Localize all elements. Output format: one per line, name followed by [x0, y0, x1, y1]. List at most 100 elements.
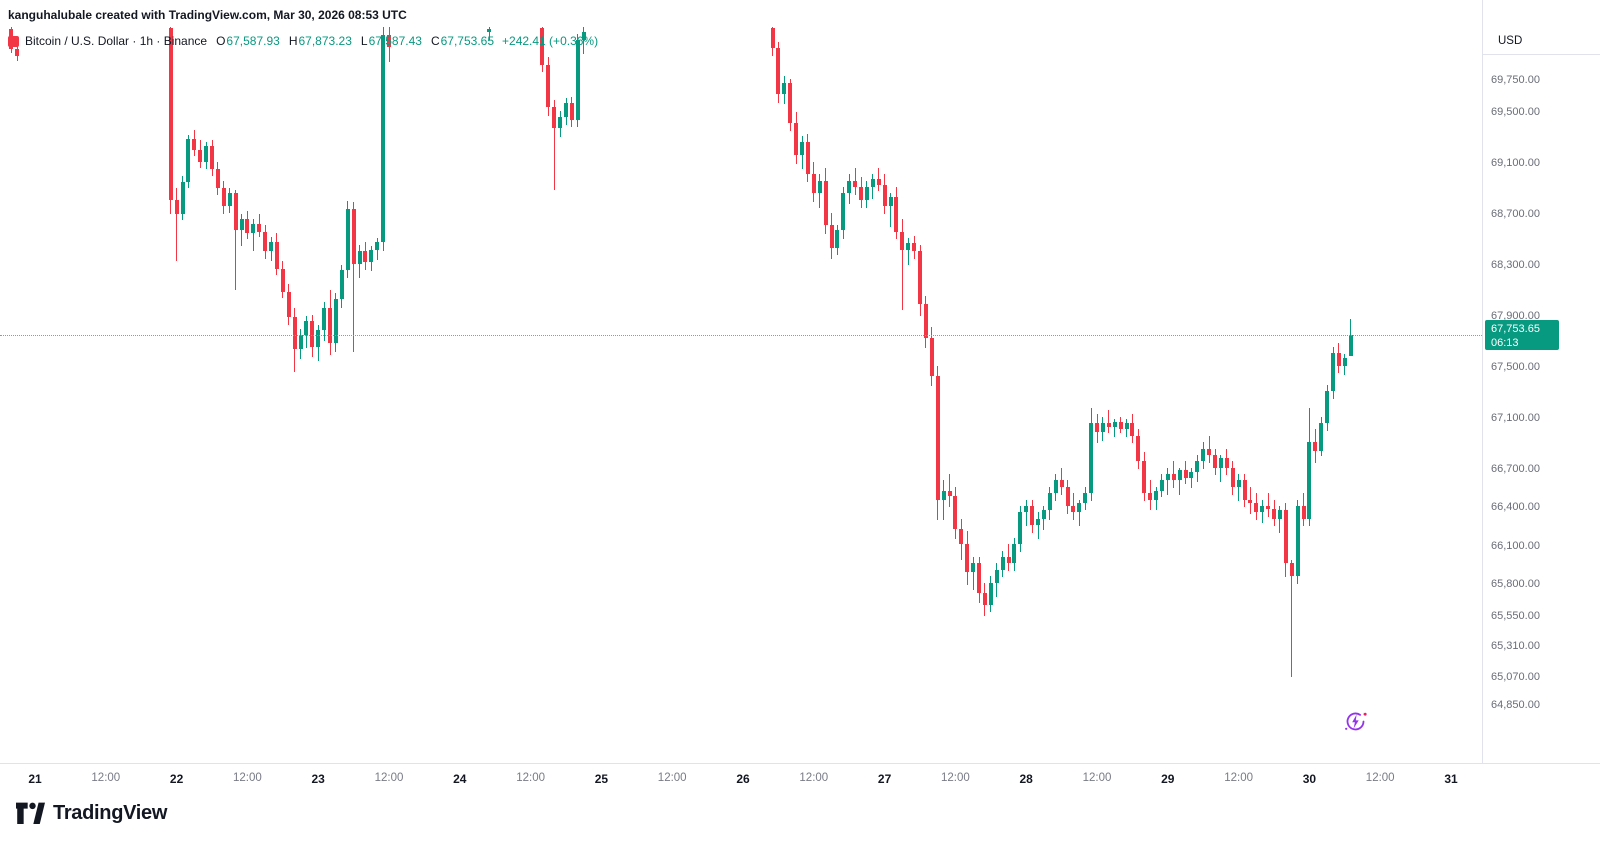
- candle-body: [316, 329, 321, 347]
- candle-body: [782, 82, 787, 94]
- ohlc-low-value: 67,587.43: [368, 34, 422, 48]
- candle-body: [959, 528, 964, 545]
- last-price-tag: 67,753.65 06:13: [1485, 319, 1559, 350]
- candle-wick: [176, 188, 178, 262]
- candle-body: [941, 490, 946, 500]
- candle-body: [1195, 461, 1200, 472]
- candle-body: [788, 82, 793, 124]
- candle-body: [174, 199, 179, 214]
- candle-body: [805, 142, 810, 175]
- candle-body: [227, 193, 232, 207]
- candle-wick: [1167, 467, 1169, 495]
- candle-body: [552, 106, 557, 129]
- candle-body: [286, 291, 291, 318]
- candle-body: [1307, 442, 1312, 519]
- candle-body: [575, 40, 580, 120]
- candle-body: [876, 179, 881, 185]
- ohlc-open-label: O: [216, 34, 226, 48]
- time-axis-label: 26: [736, 772, 750, 786]
- candle-body: [1053, 480, 1058, 494]
- ohlc-close-label: C: [430, 34, 440, 48]
- price-axis-label: 67,100.00: [1491, 411, 1540, 424]
- time-axis-label: 25: [594, 772, 609, 786]
- candle-body: [257, 224, 262, 232]
- candle-body: [351, 208, 356, 264]
- candle-body: [304, 321, 309, 336]
- candle-body: [192, 138, 197, 151]
- candle-body: [894, 197, 899, 232]
- candle-body: [1183, 470, 1188, 478]
- candle-body: [221, 188, 226, 207]
- candle-body: [198, 150, 203, 162]
- candle-wick: [1025, 499, 1027, 527]
- candle-wick: [235, 189, 237, 291]
- candle-body: [1159, 480, 1164, 491]
- time-axis-label: 31: [1444, 772, 1458, 786]
- price-axis[interactable]: USD 69,750.00 69,500.00 69,100.00 68,700.00…: [1482, 0, 1600, 763]
- candle-body: [853, 180, 858, 188]
- ohlc-close-value: 67,753.65: [440, 34, 495, 48]
- candle-body: [233, 193, 238, 231]
- candle-body: [363, 250, 368, 263]
- price-axis-label: 65,310.00: [1491, 640, 1540, 653]
- symbol-legend[interactable]: Bitcoin / U.S. Dollar · 1h · Binance O 67…: [8, 34, 598, 48]
- candle-body: [1201, 448, 1206, 462]
- candle-body: [1136, 435, 1141, 462]
- candle-body: [168, 28, 173, 200]
- candle-body: [1100, 423, 1105, 432]
- candle-wick: [878, 167, 880, 191]
- candle-body: [1024, 505, 1029, 513]
- candle-body: [1213, 454, 1217, 468]
- candle-body: [1089, 423, 1094, 494]
- candle-body: [1348, 334, 1353, 356]
- time-axis-label: 22: [169, 772, 184, 786]
- candle-body: [888, 197, 893, 207]
- candle-body: [251, 224, 256, 234]
- candle-body: [1130, 423, 1135, 436]
- candle-body: [929, 337, 934, 376]
- candle-wick: [553, 100, 555, 190]
- candle-body: [1319, 423, 1324, 452]
- candle-body: [540, 28, 545, 65]
- ai-sparkle-icon[interactable]: [1342, 708, 1369, 735]
- candle-body: [935, 375, 940, 500]
- candle-wick: [972, 557, 974, 591]
- last-price-line: [0, 334, 1482, 336]
- price-axis-currency[interactable]: USD: [1483, 28, 1600, 55]
- candle-body: [581, 31, 586, 41]
- candle-body: [1325, 391, 1330, 424]
- candle-body: [811, 174, 816, 194]
- candle-body: [1012, 544, 1017, 564]
- price-axis-label: 65,800.00: [1491, 577, 1540, 590]
- candle-body: [1118, 421, 1123, 430]
- candle-body: [1189, 471, 1194, 478]
- candle-body: [15, 49, 20, 56]
- candle-body: [1083, 493, 1088, 504]
- price-axis-label: 67,900.00: [1491, 309, 1540, 322]
- price-axis-label: 68,300.00: [1491, 258, 1540, 271]
- symbol-title[interactable]: Bitcoin / U.S. Dollar · 1h · Binance: [25, 34, 208, 48]
- candle-body: [988, 582, 993, 606]
- price-axis-label: 66,100.00: [1491, 539, 1540, 552]
- candle-body: [1071, 505, 1076, 513]
- candle-body: [1047, 493, 1052, 510]
- candle-body: [345, 208, 350, 271]
- candle-body: [339, 270, 344, 300]
- candle-body: [1112, 421, 1117, 427]
- candle-body: [1018, 512, 1023, 545]
- candle-body: [1177, 470, 1182, 481]
- candle-body: [180, 182, 185, 214]
- tradingview-brand[interactable]: TradingView: [16, 802, 167, 825]
- price-axis-label: 66,400.00: [1491, 501, 1540, 514]
- candle-body: [1218, 457, 1223, 468]
- time-axis[interactable]: 21 12:00 22 12:00 23 12:00 24 12:00 25 12:00 26 12:…: [0, 763, 1600, 794]
- candle-wick: [353, 202, 355, 352]
- candlestick-plot-area[interactable]: [0, 0, 1482, 763]
- price-axis-label: 66,700.00: [1491, 462, 1540, 475]
- candle-body: [1277, 509, 1282, 519]
- candle-body: [564, 102, 568, 117]
- candle-wick: [1037, 512, 1039, 540]
- candle-body: [186, 138, 191, 182]
- candle-body: [1230, 467, 1235, 487]
- candle-body: [770, 28, 775, 49]
